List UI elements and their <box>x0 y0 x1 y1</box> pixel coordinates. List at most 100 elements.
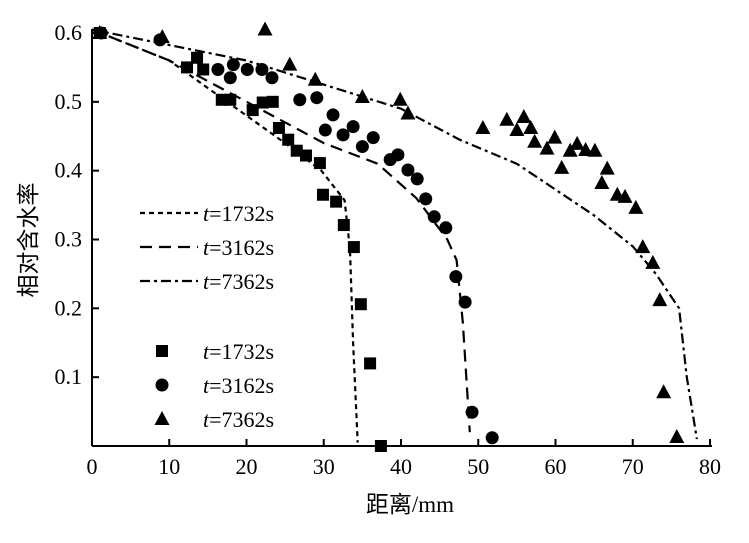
y-tick-label: 0.4 <box>55 158 83 183</box>
x-tick-label: 20 <box>236 454 258 479</box>
data-point-circle <box>265 71 279 85</box>
data-point-triangle <box>635 239 651 254</box>
data-point-triangle <box>669 429 685 444</box>
fit-line-t-3162s <box>91 28 471 433</box>
data-point-triangle <box>645 254 661 269</box>
legend-label: t=7362s <box>203 407 274 432</box>
data-point-square <box>330 195 343 208</box>
data-point-square <box>313 157 326 170</box>
y-tick-label: 0.5 <box>55 89 83 114</box>
data-point-circle <box>427 210 441 224</box>
x-tick-label: 10 <box>158 454 180 479</box>
data-point-triangle <box>569 135 585 150</box>
data-point-circle <box>419 192 433 206</box>
data-point-square <box>191 51 204 64</box>
data-point-square <box>266 95 279 108</box>
x-tick-label: 40 <box>390 454 412 479</box>
data-point-circle <box>465 405 479 419</box>
data-point-triangle <box>307 71 323 86</box>
axes: 0 10 20 30 40 50 60 70 80 0.1 0.2 0.3 0.4 0.5 0.6 <box>55 20 722 479</box>
data-point-triangle <box>516 108 532 123</box>
data-point-circle <box>293 93 307 107</box>
fit-lines <box>91 28 698 443</box>
data-point-square <box>316 188 329 201</box>
data-point-circle <box>366 131 380 145</box>
data-point-triangle <box>578 142 594 157</box>
legend-marker-square <box>156 345 168 357</box>
data-point-square <box>272 121 285 134</box>
data-point-triangle <box>509 122 525 137</box>
y-tick-label: 0.2 <box>55 295 83 320</box>
data-point-triangle <box>617 188 633 203</box>
data-point-triangle <box>392 91 408 106</box>
data-point-circle <box>346 120 360 134</box>
data-point-circle <box>211 62 225 76</box>
data-point-triangle <box>539 140 555 155</box>
y-tick-label: 0.6 <box>55 20 83 45</box>
data-point-square <box>354 298 367 311</box>
data-point-circle <box>255 62 269 76</box>
x-tick-label: 0 <box>87 454 98 479</box>
data-point-triangle <box>547 129 563 144</box>
data-point-square <box>364 357 377 370</box>
data-point-circle <box>310 91 324 105</box>
x-axis-label: 距离/mm <box>366 492 454 517</box>
data-point-triangle <box>652 292 668 307</box>
legend-label: t=1732s <box>203 201 274 226</box>
x-tick-label: 60 <box>545 454 567 479</box>
data-point-square <box>256 96 269 109</box>
legend-label: t=3162s <box>203 373 274 398</box>
data-point-circle <box>223 71 237 85</box>
data-point-triangle <box>257 21 273 36</box>
data-point-circle <box>318 123 332 137</box>
data-point-square <box>337 219 350 232</box>
legend-label: t=7362s <box>203 269 274 294</box>
data-point-square <box>246 104 259 117</box>
data-point-triangle <box>523 119 539 134</box>
data-point-triangle <box>628 199 644 214</box>
data-point-triangle <box>354 89 370 104</box>
data-point-triangle <box>554 159 570 174</box>
data-point-triangle <box>527 133 543 148</box>
data-point-triangle <box>587 142 603 157</box>
data-point-triangle <box>282 56 298 71</box>
data-points <box>92 21 685 452</box>
data-point-square <box>282 133 295 146</box>
fit-line-t-7362s <box>91 28 698 440</box>
data-point-circle <box>485 431 499 445</box>
data-point-triangle <box>499 111 515 126</box>
data-point-circle <box>458 295 472 309</box>
data-point-triangle <box>594 175 610 190</box>
data-point-triangle <box>656 384 672 399</box>
data-point-circle <box>449 270 463 284</box>
data-point-square <box>299 149 312 162</box>
data-point-circle <box>326 108 340 122</box>
data-point-circle <box>391 148 405 162</box>
data-point-square <box>197 63 210 76</box>
data-point-triangle <box>92 25 108 39</box>
data-point-triangle <box>599 160 615 175</box>
data-point-circle <box>410 172 424 186</box>
x-tick-label: 80 <box>699 454 721 479</box>
fit-line-t-1732s <box>91 28 359 443</box>
x-tick-label: 50 <box>467 454 489 479</box>
data-point-square <box>290 144 303 157</box>
legend-label: t=3162s <box>203 235 274 260</box>
data-point-circle <box>401 163 415 177</box>
legend-label: t=1732s <box>203 339 274 364</box>
legend-marker-triangle <box>154 411 170 425</box>
data-point-circle <box>336 128 350 142</box>
x-tick-label: 30 <box>313 454 335 479</box>
y-axis-label: 相对含水率 <box>16 183 41 298</box>
data-point-circle <box>439 221 453 235</box>
y-tick-label: 0.3 <box>55 227 83 252</box>
data-point-triangle <box>154 29 170 44</box>
data-point-square <box>347 241 360 254</box>
data-point-circle <box>226 58 240 72</box>
data-point-circle <box>355 140 369 154</box>
legend-marker-circle <box>155 378 169 392</box>
legend: t=1732s t=3162s t=7362s t=1732s t=3162s t=736… <box>140 201 274 432</box>
data-point-square <box>224 93 237 106</box>
data-point-triangle <box>400 105 416 120</box>
